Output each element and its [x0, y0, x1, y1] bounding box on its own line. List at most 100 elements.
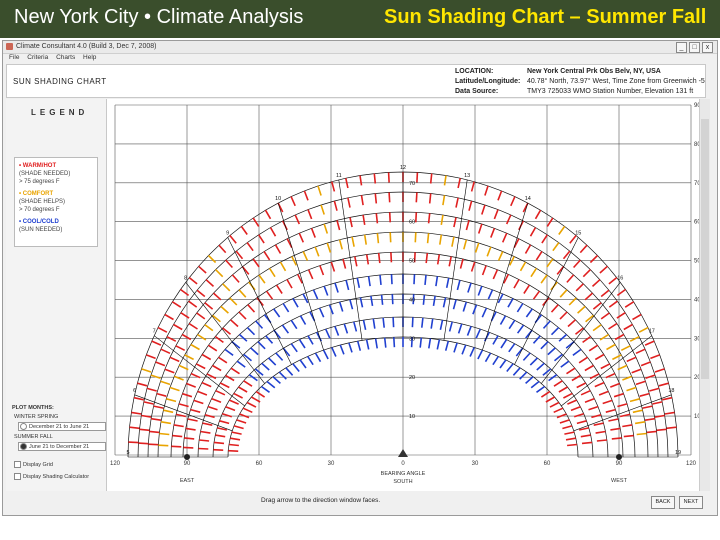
sun-shading-chart[interactable]: 90 80 70 60 50 40 30 20 10 120 90 60 30 0 30 60 90 120 5 6 7…	[107, 99, 701, 491]
display-shading-checkbox[interactable]	[14, 473, 21, 480]
sun-hour-tick	[334, 326, 340, 336]
sun-hour-tick	[264, 209, 272, 220]
altitude-label: 10	[694, 414, 699, 420]
hour-label: 19	[675, 450, 681, 456]
sun-hour-tick	[463, 239, 468, 250]
sun-hour-tick	[569, 234, 577, 244]
next-button[interactable]: NEXT	[679, 496, 703, 509]
summer-fall-radio[interactable]	[20, 443, 27, 450]
sun-hour-tick	[516, 324, 525, 334]
menu-file[interactable]: File	[9, 54, 20, 61]
sun-hour-tick	[428, 338, 432, 349]
sun-hour-tick	[388, 192, 391, 203]
hour-line	[482, 203, 529, 351]
azimuth-label: 30	[328, 461, 335, 467]
altitude-label: 40	[694, 297, 699, 303]
maximize-button[interactable]: □	[689, 42, 700, 53]
sun-hour-tick	[339, 344, 345, 355]
sun-hour-tick	[173, 323, 183, 331]
sun-hour-tick	[534, 209, 542, 220]
back-button[interactable]: BACK	[651, 496, 675, 509]
sun-hour-tick	[212, 314, 221, 323]
sun-hour-tick	[380, 294, 384, 305]
sun-hour-tick	[169, 356, 180, 363]
sun-hour-tick	[180, 288, 190, 297]
close-button[interactable]: x	[702, 42, 713, 53]
sun-hour-tick	[204, 414, 215, 419]
sun-hour-tick	[626, 386, 637, 392]
sun-hour-tick	[611, 437, 622, 440]
sun-hour-tick	[242, 407, 253, 414]
sun-hour-tick	[205, 279, 215, 287]
sun-hour-tick	[290, 343, 298, 353]
summer-fall-option[interactable]: June 21 to December 21	[18, 442, 106, 451]
sun-hour-tick	[215, 269, 224, 278]
sun-hour-tick	[608, 300, 618, 308]
sun-hour-tick	[356, 277, 361, 288]
sun-hour-tick	[331, 347, 337, 357]
sun-hour-tick	[319, 265, 325, 276]
sun-hour-tick	[298, 232, 305, 243]
sun-hour-tick	[492, 269, 499, 280]
sun-hour-tick	[367, 276, 371, 287]
menu-help[interactable]: Help	[83, 54, 97, 61]
sun-hour-tick	[160, 380, 171, 386]
vertical-scrollbar[interactable]	[699, 99, 710, 491]
sun-hour-tick	[338, 301, 344, 312]
menu-charts[interactable]: Charts	[56, 54, 76, 61]
sun-hour-tick	[596, 439, 607, 442]
sun-hour-tick	[600, 363, 611, 370]
sun-hour-tick	[326, 242, 332, 253]
sun-hour-tick	[658, 382, 669, 387]
sun-hour-tick	[379, 274, 382, 285]
center-altitude-label: 40	[409, 297, 415, 303]
sun-hour-tick	[632, 409, 643, 414]
minimize-button[interactable]: _	[676, 42, 687, 53]
sun-hour-tick	[164, 368, 175, 374]
hour-label: 8	[184, 275, 187, 281]
azimuth-label: 60	[544, 461, 551, 467]
sun-hour-tick	[255, 320, 264, 329]
sun-hour-tick	[525, 376, 534, 384]
sun-hour-tick	[241, 266, 250, 275]
sun-hour-tick	[500, 339, 508, 349]
sun-hour-tick	[275, 352, 284, 361]
sun-hour-tick	[236, 419, 247, 424]
sun-hour-tick	[592, 302, 602, 310]
sun-hour-tick	[166, 398, 177, 403]
scrollbar-thumb[interactable]	[701, 119, 709, 379]
display-grid-checkbox[interactable]	[14, 461, 21, 468]
sun-hour-tick	[143, 401, 154, 405]
sun-hour-tick	[331, 181, 336, 192]
sun-hour-tick	[589, 254, 599, 264]
menu-criteria[interactable]: Criteria	[27, 54, 49, 61]
sun-hour-tick	[422, 294, 426, 305]
sun-hour-tick	[229, 399, 239, 405]
sun-hour-tick	[536, 362, 545, 371]
sun-hour-tick	[370, 295, 374, 307]
sun-hour-tick	[626, 356, 637, 363]
sun-hour-tick	[345, 178, 349, 189]
sun-hour-tick	[302, 293, 309, 304]
hour-label: 6	[133, 388, 136, 394]
sun-hour-tick	[347, 197, 351, 208]
display-shading-option[interactable]: Display Shading Calculator	[14, 473, 89, 480]
winter-spring-radio[interactable]	[20, 423, 27, 430]
sun-hour-tick	[477, 349, 484, 360]
sun-hour-tick	[374, 193, 378, 204]
hour-label: 9	[226, 230, 229, 236]
display-grid-option[interactable]: Display Grid	[14, 461, 53, 468]
sun-hour-tick	[553, 407, 564, 414]
sun-hour-tick	[477, 223, 483, 234]
sun-path-diagram[interactable]: 90 80 70 60 50 40 30 20 10 120 90 60 30 0 30 60 90 120 5 6 7…	[107, 99, 701, 491]
sun-hour-tick	[461, 344, 467, 355]
sun-hour-tick	[323, 285, 329, 296]
sun-hour-tick	[481, 307, 488, 318]
sun-hour-tick	[390, 252, 393, 263]
sun-hour-tick	[261, 362, 270, 371]
hour-line	[561, 335, 652, 407]
sun-hour-tick	[158, 444, 169, 447]
winter-spring-option[interactable]: December 21 to June 21	[18, 422, 106, 431]
sun-hour-tick	[635, 348, 646, 355]
sun-hour-tick	[522, 352, 531, 361]
